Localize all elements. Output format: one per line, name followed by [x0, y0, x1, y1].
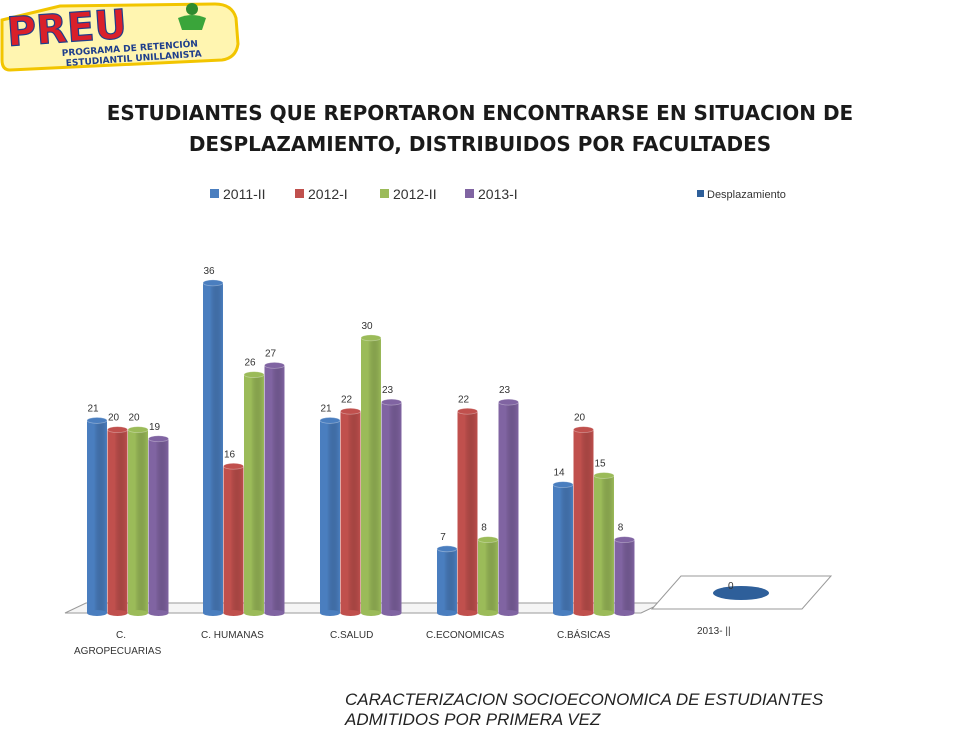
bar	[264, 362, 285, 616]
bar	[614, 536, 635, 616]
bar	[381, 398, 402, 616]
legend-swatch	[380, 189, 389, 198]
data-label: 7	[440, 532, 446, 543]
data-label: 30	[361, 321, 373, 332]
pie-slice	[713, 586, 769, 600]
data-label: 22	[341, 394, 353, 405]
bar	[593, 472, 615, 616]
bar	[457, 407, 478, 616]
bar	[202, 279, 224, 616]
footer-caption: CARACTERIZACION SOCIOECONOMICA DE ESTUDI…	[345, 690, 945, 730]
logo-figure-head-icon	[186, 3, 198, 15]
x-tick-label: C.SALUD	[330, 630, 373, 641]
bar	[319, 417, 341, 616]
footer-line-1: CARACTERIZACION SOCIOECONOMICA DE ESTUDI…	[345, 690, 824, 709]
bar	[127, 426, 149, 616]
x-tick-label: C. AGROPECUARIAS	[74, 630, 162, 657]
legend-label: 2011-II	[223, 186, 266, 202]
data-label: 8	[481, 523, 487, 534]
footer-line-2: ADMITIDOS POR PRIMERA VEZ	[345, 710, 601, 729]
data-label: 22	[458, 394, 470, 405]
data-label: 27	[265, 348, 277, 359]
data-label: 20	[574, 413, 586, 424]
bar	[360, 334, 382, 616]
bar	[552, 481, 574, 616]
bar	[86, 417, 108, 616]
data-label: 21	[87, 403, 99, 414]
bar	[243, 371, 265, 616]
data-label: 36	[203, 266, 215, 277]
logo-brand-text: PREU	[5, 2, 128, 56]
data-label: 15	[594, 458, 606, 469]
pie-legend-label: Desplazamiento	[707, 189, 786, 201]
bar-chart-data-labels: 21 36 21 7 14 20 16 22 22 20 20 26 30 8 15 19 27 23 23 8	[87, 266, 623, 543]
legend-swatch	[295, 189, 304, 198]
bar	[477, 536, 499, 616]
bar	[573, 426, 594, 616]
data-label: 16	[224, 449, 236, 460]
pie-chart: 0 2013- ||	[650, 575, 833, 637]
data-label: 14	[553, 468, 565, 479]
chart-title-line-1: ESTUDIANTES QUE REPORTARON ENCONTRARSE E…	[106, 101, 854, 125]
bar-chart-legend: 2011-II 2012-I 2012-II 2013-I Desplazamiento	[210, 186, 786, 202]
bar-chart-bars	[86, 279, 635, 616]
pie-category-label: 2013- ||	[697, 626, 731, 637]
data-label: 19	[149, 422, 161, 433]
data-label: 21	[320, 403, 332, 414]
chart-title: ESTUDIANTES QUE REPORTARON ENCONTRARSE E…	[60, 98, 900, 160]
legend-label: 2013-I	[478, 186, 518, 202]
data-label: 8	[618, 523, 624, 534]
data-label: 23	[382, 385, 394, 396]
legend-label: 2012-I	[308, 186, 348, 202]
legend-swatch	[210, 189, 219, 198]
bar	[498, 398, 519, 616]
bar	[148, 435, 169, 616]
data-label: 23	[499, 385, 511, 396]
bar	[436, 545, 458, 616]
legend-swatch	[465, 189, 474, 198]
legend-label: 2012-II	[393, 186, 437, 202]
pie-data-label: 0	[728, 581, 734, 592]
bar-chart-x-ticks: C. AGROPECUARIAS C. HUMANAS C.SALUD C.ECONOM…	[74, 628, 611, 657]
pie-legend-swatch	[697, 190, 704, 197]
x-tick-label: C.ECONOMICAS	[426, 630, 505, 641]
preu-logo: PREU PROGRAMA DE RETENCIÓN ESTUDIANTIL U…	[0, 1, 240, 72]
bar	[107, 426, 128, 616]
bar	[340, 407, 361, 616]
x-tick-label: C.BÁSICAS	[557, 628, 611, 641]
data-label: 26	[244, 358, 256, 369]
data-label: 20	[128, 413, 140, 424]
chart-title-line-2: DESPLAZAMIENTO, DISTRIBUIDOS POR FACULTA…	[188, 132, 772, 156]
data-label: 20	[108, 413, 120, 424]
bar	[223, 462, 244, 616]
logo-figure-arms-icon	[178, 15, 206, 30]
x-tick-label: C. HUMANAS	[201, 630, 264, 641]
